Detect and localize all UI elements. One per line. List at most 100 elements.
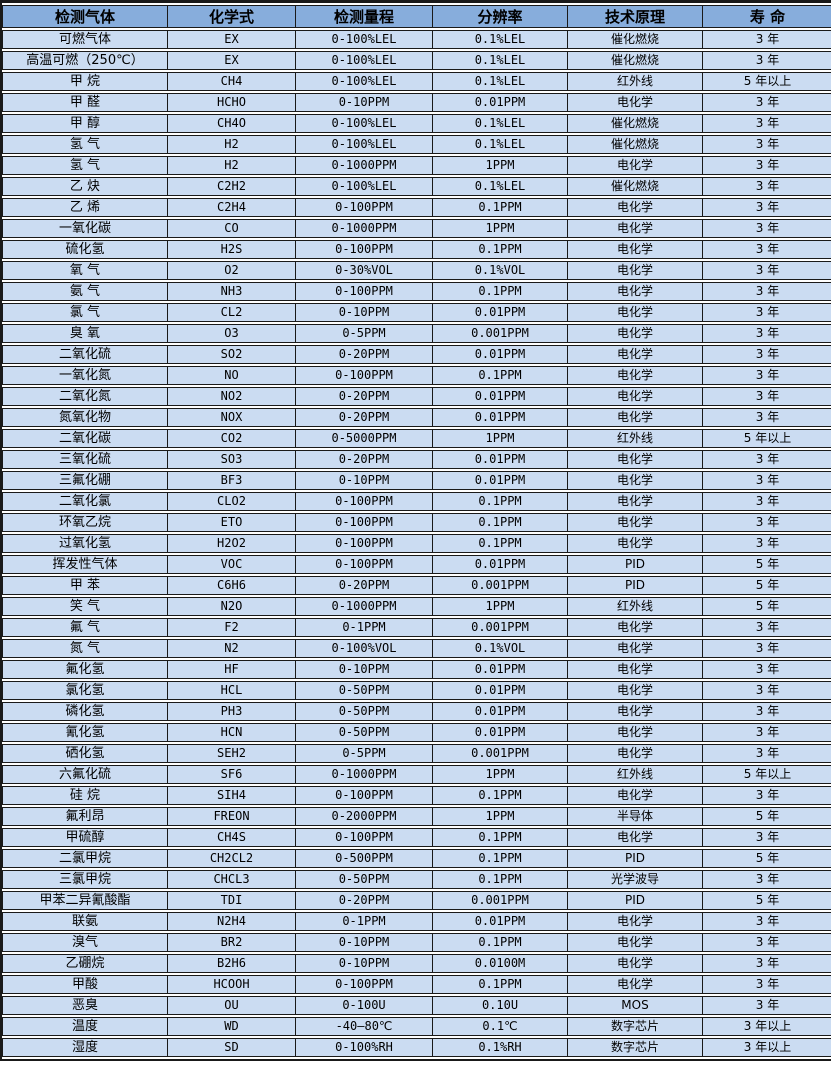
table-row: 氟利昂 FREON 0-2000PPM 1PPM 半导体 5 年 bbox=[2, 807, 831, 826]
gas-name-cell: 联氨 bbox=[2, 912, 167, 931]
table-row: 三氯甲烷 CHCL3 0-50PPM 0.1PPM 光学波导 3 年 bbox=[2, 870, 831, 889]
principle-cell: 数字芯片 bbox=[567, 1017, 702, 1036]
lifespan-cell: 5 年 bbox=[702, 849, 831, 868]
formula-cell: HCOOH bbox=[167, 975, 295, 994]
range-cell: 0-100%LEL bbox=[295, 51, 432, 70]
range-cell: 0-1PPM bbox=[295, 618, 432, 637]
table-row: 高温可燃（250℃） EX 0-100%LEL 0.1%LEL 催化燃烧 3 年 bbox=[2, 51, 831, 70]
range-cell: 0-100PPM bbox=[295, 975, 432, 994]
gas-name-cell: 二氯甲烷 bbox=[2, 849, 167, 868]
gas-name-cell: 氯 气 bbox=[2, 303, 167, 322]
resolution-cell: 0.01PPM bbox=[432, 303, 567, 322]
resolution-cell: 0.1℃ bbox=[432, 1017, 567, 1036]
resolution-cell: 0.1PPM bbox=[432, 828, 567, 847]
gas-name-cell: 氟 气 bbox=[2, 618, 167, 637]
range-cell: 0-1000PPM bbox=[295, 597, 432, 616]
principle-cell: 催化燃烧 bbox=[567, 177, 702, 196]
range-cell: 0-20PPM bbox=[295, 576, 432, 595]
gas-name-cell: 氧 气 bbox=[2, 261, 167, 280]
principle-cell: 电化学 bbox=[567, 408, 702, 427]
formula-cell: N2H4 bbox=[167, 912, 295, 931]
column-header-principle: 技术原理 bbox=[567, 5, 702, 28]
lifespan-cell: 3 年 bbox=[702, 219, 831, 238]
lifespan-cell: 3 年 bbox=[702, 177, 831, 196]
gas-name-cell: 二氧化碳 bbox=[2, 429, 167, 448]
formula-cell: ETO bbox=[167, 513, 295, 532]
lifespan-cell: 3 年 bbox=[702, 513, 831, 532]
table-row: 甲 醇 CH4O 0-100%LEL 0.1%LEL 催化燃烧 3 年 bbox=[2, 114, 831, 133]
lifespan-cell: 5 年 bbox=[702, 576, 831, 595]
column-header-formula: 化学式 bbox=[167, 5, 295, 28]
principle-cell: 电化学 bbox=[567, 345, 702, 364]
range-cell: 0-100U bbox=[295, 996, 432, 1015]
principle-cell: 红外线 bbox=[567, 429, 702, 448]
resolution-cell: 0.10U bbox=[432, 996, 567, 1015]
range-cell: 0-100PPM bbox=[295, 534, 432, 553]
range-cell: 0-100%LEL bbox=[295, 72, 432, 91]
range-cell: 0-30%VOL bbox=[295, 261, 432, 280]
range-cell: 0-20PPM bbox=[295, 408, 432, 427]
lifespan-cell: 5 年以上 bbox=[702, 765, 831, 784]
gas-name-cell: 二氧化氯 bbox=[2, 492, 167, 511]
lifespan-cell: 3 年 bbox=[702, 954, 831, 973]
gas-name-cell: 温度 bbox=[2, 1017, 167, 1036]
gas-name-cell: 过氧化氢 bbox=[2, 534, 167, 553]
lifespan-cell: 3 年 bbox=[702, 912, 831, 931]
gas-name-cell: 三氟化硼 bbox=[2, 471, 167, 490]
lifespan-cell: 3 年 bbox=[702, 156, 831, 175]
gas-name-cell: 二氧化硫 bbox=[2, 345, 167, 364]
range-cell: 0-100%LEL bbox=[295, 30, 432, 49]
range-cell: 0-1000PPM bbox=[295, 219, 432, 238]
lifespan-cell: 3 年 bbox=[702, 639, 831, 658]
gas-name-cell: 湿度 bbox=[2, 1038, 167, 1057]
table-row: 二氧化硫 SO2 0-20PPM 0.01PPM 电化学 3 年 bbox=[2, 345, 831, 364]
principle-cell: PID bbox=[567, 576, 702, 595]
gas-name-cell: 臭 氧 bbox=[2, 324, 167, 343]
range-cell: -40—80℃ bbox=[295, 1017, 432, 1036]
table-row: 甲 醛 HCHO 0-10PPM 0.01PPM 电化学 3 年 bbox=[2, 93, 831, 112]
range-cell: 0-5PPM bbox=[295, 744, 432, 763]
principle-cell: PID bbox=[567, 891, 702, 910]
resolution-cell: 0.01PPM bbox=[432, 660, 567, 679]
table-row: 二氧化氯 CLO2 0-100PPM 0.1PPM 电化学 3 年 bbox=[2, 492, 831, 511]
lifespan-cell: 3 年 bbox=[702, 534, 831, 553]
lifespan-cell: 3 年 bbox=[702, 786, 831, 805]
principle-cell: 电化学 bbox=[567, 513, 702, 532]
formula-cell: CHCL3 bbox=[167, 870, 295, 889]
principle-cell: 电化学 bbox=[567, 681, 702, 700]
formula-cell: EX bbox=[167, 30, 295, 49]
table-row: 甲 苯 C6H6 0-20PPM 0.001PPM PID 5 年 bbox=[2, 576, 831, 595]
range-cell: 0-20PPM bbox=[295, 387, 432, 406]
formula-cell: H2 bbox=[167, 135, 295, 154]
range-cell: 0-10PPM bbox=[295, 933, 432, 952]
table-row: 一氧化碳 CO 0-1000PPM 1PPM 电化学 3 年 bbox=[2, 219, 831, 238]
formula-cell: B2H6 bbox=[167, 954, 295, 973]
gas-name-cell: 甲 烷 bbox=[2, 72, 167, 91]
lifespan-cell: 5 年 bbox=[702, 555, 831, 574]
range-cell: 0-50PPM bbox=[295, 702, 432, 721]
formula-cell: CH2CL2 bbox=[167, 849, 295, 868]
gas-name-cell: 氮 气 bbox=[2, 639, 167, 658]
lifespan-cell: 5 年以上 bbox=[702, 429, 831, 448]
resolution-cell: 1PPM bbox=[432, 765, 567, 784]
formula-cell: N2O bbox=[167, 597, 295, 616]
gas-name-cell: 甲硫醇 bbox=[2, 828, 167, 847]
resolution-cell: 0.1PPM bbox=[432, 534, 567, 553]
resolution-cell: 1PPM bbox=[432, 807, 567, 826]
lifespan-cell: 3 年 bbox=[702, 996, 831, 1015]
range-cell: 0-50PPM bbox=[295, 681, 432, 700]
principle-cell: 催化燃烧 bbox=[567, 135, 702, 154]
principle-cell: 电化学 bbox=[567, 282, 702, 301]
table-row: 一氧化氮 NO 0-100PPM 0.1PPM 电化学 3 年 bbox=[2, 366, 831, 385]
range-cell: 0-20PPM bbox=[295, 450, 432, 469]
gas-name-cell: 氟化氢 bbox=[2, 660, 167, 679]
formula-cell: HCL bbox=[167, 681, 295, 700]
resolution-cell: 0.0100M bbox=[432, 954, 567, 973]
principle-cell: MOS bbox=[567, 996, 702, 1015]
gas-name-cell: 六氟化硫 bbox=[2, 765, 167, 784]
range-cell: 0-100PPM bbox=[295, 786, 432, 805]
formula-cell: HCN bbox=[167, 723, 295, 742]
header-row: 检测气体 化学式 检测量程 分辨率 技术原理 寿 命 bbox=[2, 5, 831, 28]
table-row: 氨 气 NH3 0-100PPM 0.1PPM 电化学 3 年 bbox=[2, 282, 831, 301]
